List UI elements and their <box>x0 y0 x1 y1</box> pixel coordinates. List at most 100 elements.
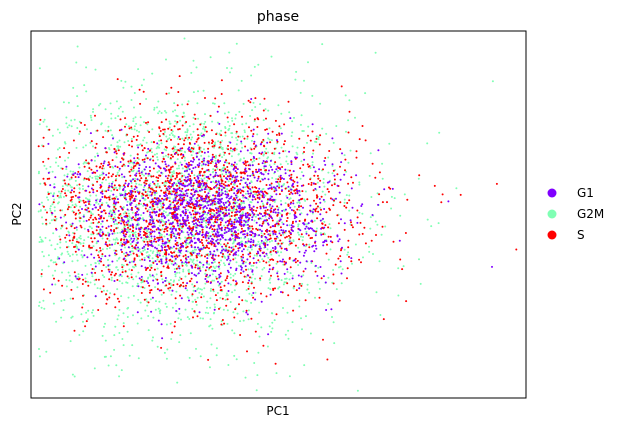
scatter-point <box>159 130 162 132</box>
scatter-point <box>178 178 181 181</box>
scatter-point <box>226 67 228 69</box>
scatter-point <box>213 102 216 105</box>
scatter-point <box>199 355 202 358</box>
scatter-point <box>68 274 71 277</box>
scatter-point <box>330 308 333 311</box>
scatter-point <box>317 177 320 180</box>
scatter-point <box>44 209 47 211</box>
scatter-point <box>196 288 199 291</box>
scatter-point <box>276 214 279 217</box>
scatter-point <box>126 231 128 234</box>
scatter-point <box>278 156 281 159</box>
scatter-point <box>274 119 277 122</box>
scatter-point <box>98 256 101 259</box>
scatter-point <box>327 226 330 229</box>
scatter-point <box>232 164 235 166</box>
scatter-point <box>120 275 123 278</box>
scatter-point <box>143 174 145 177</box>
scatter-point <box>177 224 180 227</box>
scatter-point <box>220 280 223 283</box>
scatter-point <box>298 282 301 285</box>
scatter-point <box>227 180 230 183</box>
scatter-point <box>169 207 172 210</box>
scatter-point <box>143 161 146 163</box>
scatter-point <box>260 236 263 238</box>
scatter-point <box>229 237 232 240</box>
scatter-point <box>233 354 236 357</box>
scatter-point <box>338 238 341 241</box>
scatter-point <box>240 172 243 175</box>
scatter-point <box>190 192 193 195</box>
scatter-point <box>70 200 73 203</box>
scatter-point <box>168 92 171 95</box>
scatter-point <box>98 177 101 179</box>
scatter-point <box>186 237 189 240</box>
scatter-point <box>186 103 189 106</box>
scatter-point <box>144 204 147 207</box>
scatter-point <box>230 182 233 185</box>
scatter-point <box>203 197 206 200</box>
scatter-point <box>176 241 179 244</box>
scatter-point <box>269 288 272 291</box>
scatter-point <box>190 71 193 74</box>
scatter-point <box>167 185 170 188</box>
scatter-point <box>143 245 146 248</box>
scatter-point <box>254 330 257 333</box>
scatter-point <box>210 129 213 132</box>
scatter-point <box>192 160 194 163</box>
scatter-point <box>143 147 146 150</box>
scatter-point <box>140 226 143 229</box>
scatter-point <box>382 318 385 321</box>
scatter-point <box>139 143 142 146</box>
scatter-point <box>213 203 216 206</box>
scatter-point <box>185 192 188 195</box>
scatter-point <box>78 191 81 194</box>
scatter-point <box>145 219 148 222</box>
scatter-point <box>195 254 198 257</box>
scatter-point <box>264 194 267 197</box>
scatter-point <box>301 239 304 242</box>
scatter-point <box>343 198 346 201</box>
scatter-point <box>226 193 229 196</box>
scatter-point <box>202 159 205 162</box>
scatter-point <box>173 125 176 128</box>
scatter-point <box>157 307 160 310</box>
scatter-point <box>132 260 135 263</box>
scatter-point <box>143 158 146 161</box>
scatter-point <box>155 228 158 231</box>
scatter-point <box>283 183 286 185</box>
scatter-point <box>202 317 204 320</box>
scatter-point <box>188 168 191 171</box>
scatter-point <box>174 177 177 180</box>
scatter-point <box>148 265 151 267</box>
scatter-point <box>157 213 160 216</box>
scatter-point <box>85 178 88 180</box>
scatter-point <box>103 325 105 328</box>
scatter-point <box>193 177 196 179</box>
scatter-point <box>221 173 224 176</box>
scatter-point <box>301 282 304 285</box>
scatter-point <box>216 238 219 241</box>
scatter-point <box>244 220 247 223</box>
scatter-point <box>208 247 210 250</box>
scatter-point <box>209 253 212 256</box>
scatter-point <box>126 223 129 226</box>
scatter-point <box>122 264 125 267</box>
scatter-point <box>251 172 254 175</box>
scatter-point <box>252 239 255 242</box>
scatter-point <box>282 307 284 309</box>
scatter-point <box>162 213 164 215</box>
scatter-point <box>252 209 255 212</box>
scatter-point <box>188 318 191 320</box>
scatter-point <box>291 321 294 324</box>
scatter-point <box>320 195 323 198</box>
scatter-point <box>192 289 195 292</box>
scatter-point <box>178 271 181 274</box>
scatter-point <box>321 222 324 225</box>
scatter-point <box>281 260 284 263</box>
scatter-point <box>195 303 198 306</box>
scatter-point <box>268 214 271 216</box>
scatter-point <box>94 262 97 265</box>
scatter-point <box>90 222 93 225</box>
scatter-point <box>142 139 145 142</box>
